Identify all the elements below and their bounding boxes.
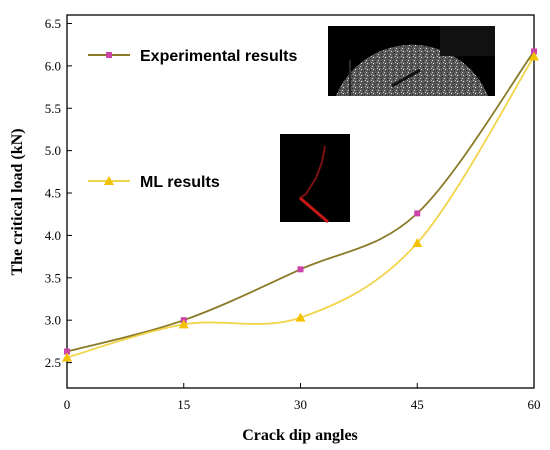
series-line-0 <box>66 50 535 353</box>
y-tick-label: 3.5 <box>45 270 61 285</box>
data-point-1 <box>62 352 72 362</box>
series-layer <box>62 48 539 362</box>
y-tick-label: 5.0 <box>45 143 61 158</box>
data-point-1 <box>178 319 189 329</box>
ml-crack-inset <box>280 134 350 224</box>
y-tick-label: 4.0 <box>45 228 61 243</box>
y-tick-label: 6.5 <box>45 16 61 31</box>
legend-label-experimental: Experimental results <box>140 48 298 65</box>
y-axis-title: The critical load (kN) <box>9 128 26 275</box>
data-point-1 <box>529 51 539 61</box>
y-tick-label: 4.5 <box>45 186 61 201</box>
x-tick-label: 60 <box>528 397 541 412</box>
x-tick-label: 45 <box>411 397 424 412</box>
data-point-1 <box>295 312 306 322</box>
y-tick-label: 6.0 <box>45 58 61 73</box>
legend: Experimental results ML results <box>88 48 298 191</box>
legend-marker-ml <box>104 176 114 185</box>
legend-label-ml: ML results <box>140 174 220 191</box>
x-tick-label: 0 <box>64 397 71 412</box>
data-point-0 <box>531 48 537 55</box>
x-tick-label: 15 <box>177 397 190 412</box>
x-axis-title: Crack dip angles <box>242 427 358 444</box>
y-tick-label: 3.0 <box>45 313 61 328</box>
axis-ticks: 0 15 30 45 60 2.5 3.0 3.5 4.0 4.5 5.0 5.5 6.0 6.5 <box>45 16 541 412</box>
data-point-0 <box>64 348 70 355</box>
y-tick-label: 5.5 <box>45 101 61 116</box>
data-point-1 <box>412 238 423 248</box>
x-tick-label: 30 <box>294 397 307 412</box>
series-line-1 <box>66 56 535 359</box>
data-point-0 <box>414 210 421 217</box>
legend-marker-experimental <box>106 52 112 58</box>
y-tick-label: 2.5 <box>45 355 61 370</box>
specimen-photo-inset <box>328 26 495 96</box>
data-point-0 <box>297 266 304 273</box>
